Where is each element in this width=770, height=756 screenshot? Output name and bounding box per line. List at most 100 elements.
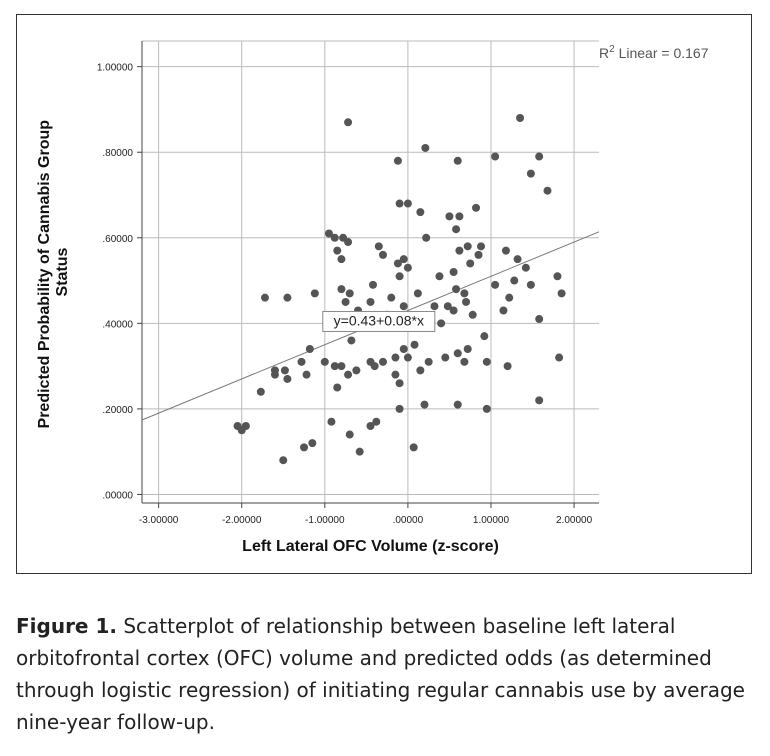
data-point [453, 349, 462, 358]
scatter-chart: -3.00000 -2.00000 -1.00000.00000 1.00000 2.0… [36, 40, 709, 555]
data-point [308, 439, 317, 448]
data-point [310, 289, 319, 298]
data-point [399, 302, 408, 311]
data-point [420, 400, 429, 409]
caption-text: Scatterplot of relationship between base… [16, 614, 745, 734]
data-point [344, 370, 353, 379]
x-tick-label: 1.00000 [473, 515, 510, 526]
data-point [499, 306, 508, 315]
data-point [453, 400, 462, 409]
data-point [535, 315, 544, 324]
data-point [424, 357, 433, 366]
data-point [279, 456, 288, 465]
data-point [555, 353, 564, 362]
x-tick-labels: -3.00000 -2.00000 -1.00000 .00000 1.00000 2.0… [139, 515, 593, 526]
data-point [270, 370, 279, 379]
data-point [320, 357, 329, 366]
r2-prefix: R [599, 45, 609, 61]
data-point [283, 374, 292, 383]
x-tick-label: .00000 [393, 515, 424, 526]
r2-value: Linear = 0.167 [615, 45, 709, 61]
data-point [410, 340, 419, 349]
y-tick-label: .00000 [102, 490, 133, 501]
data-point [391, 370, 400, 379]
data-point [393, 156, 402, 165]
data-point [378, 357, 387, 366]
data-point [399, 255, 408, 264]
data-point [535, 396, 544, 405]
r2-superscript: 2 [609, 44, 615, 55]
data-point [452, 225, 461, 234]
data-point [449, 306, 458, 315]
data-point [378, 250, 387, 259]
data-point [491, 152, 500, 161]
data-point [333, 246, 342, 255]
y-tick-label: .80000 [102, 148, 133, 159]
data-point [395, 199, 404, 208]
data-point [256, 387, 265, 396]
data-point [505, 293, 514, 302]
data-point [455, 246, 464, 255]
y-axis-label-line2: Status [54, 247, 71, 296]
x-tick-label: -3.00000 [139, 515, 179, 526]
data-point [330, 362, 339, 371]
x-axis-label: Left Lateral OFC Volume (z-score) [242, 538, 499, 555]
data-point [503, 362, 512, 371]
data-point [422, 233, 431, 242]
data-point [344, 118, 353, 127]
data-point [260, 293, 269, 302]
data-point [462, 297, 471, 306]
data-point [399, 345, 408, 353]
data-point [437, 319, 446, 328]
data-point [368, 280, 377, 289]
data-point [416, 208, 425, 217]
equation-text: y=0.43+0.08*x [334, 312, 424, 328]
grid-lines [137, 40, 599, 508]
data-point [468, 310, 477, 319]
data-point [283, 293, 292, 302]
data-point [421, 143, 430, 152]
data-point [337, 255, 346, 264]
data-point [324, 229, 333, 238]
data-point [297, 357, 306, 366]
data-point [445, 212, 454, 221]
data-point [305, 345, 314, 353]
data-point [455, 212, 464, 221]
data-point [557, 289, 566, 298]
data-point [526, 169, 535, 178]
data-point [327, 417, 336, 426]
data-point [395, 272, 404, 281]
data-point [366, 357, 375, 366]
figure-caption: Figure 1. Scatterplot of relationship be… [16, 610, 761, 738]
data-point [345, 289, 354, 298]
data-point [393, 259, 402, 268]
data-point [535, 152, 544, 161]
x-tick-label: -2.00000 [222, 515, 262, 526]
data-point [341, 297, 350, 306]
data-point [460, 289, 469, 298]
data-point [413, 289, 422, 298]
data-point [409, 443, 418, 452]
data-point [345, 430, 354, 439]
data-point [403, 199, 412, 208]
data-point [441, 353, 450, 362]
data-point [480, 332, 489, 341]
data-point [391, 353, 400, 362]
y-tick-label: .60000 [102, 234, 133, 245]
data-point [435, 272, 444, 281]
data-point [387, 293, 396, 302]
data-point [477, 242, 486, 251]
data-point [501, 246, 510, 255]
data-point [443, 302, 452, 311]
data-point [553, 272, 562, 281]
data-point [543, 186, 552, 195]
y-tick-label: 1.00000 [97, 63, 134, 74]
data-point [355, 447, 364, 456]
y-axis-label: Predicted Probability of Cannabis Group … [36, 116, 71, 429]
data-point [482, 404, 491, 413]
data-point [337, 362, 346, 371]
equation-label: y=0.43+0.08*x [322, 310, 436, 332]
data-point [482, 357, 491, 366]
data-point [463, 242, 472, 251]
data-point [395, 404, 404, 413]
